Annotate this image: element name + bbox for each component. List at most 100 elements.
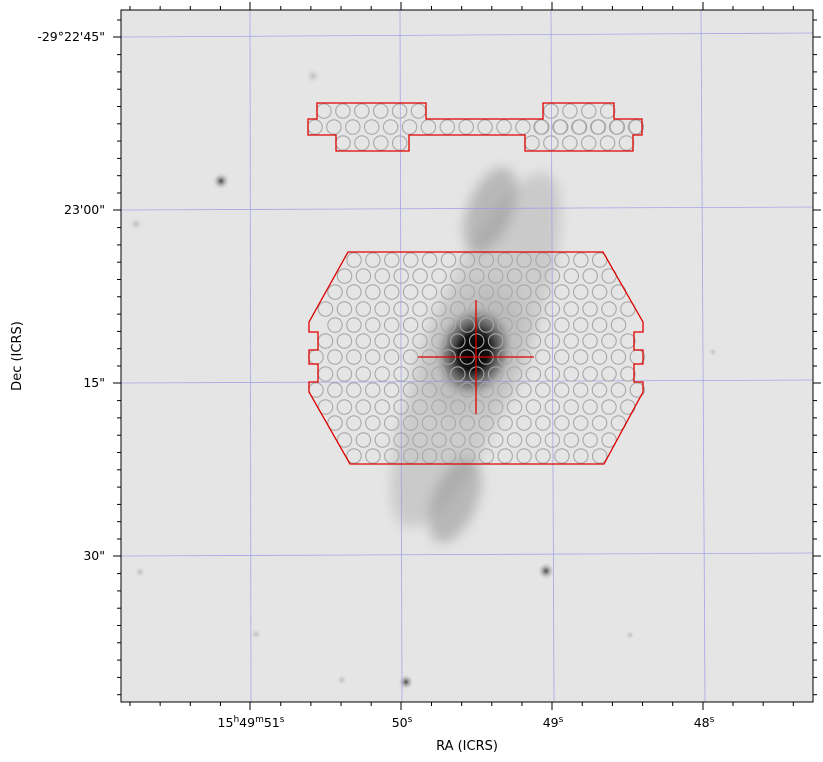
fiber-circle [544, 333, 561, 349]
x-tick-label: 48s [694, 715, 715, 730]
fiber-circle [563, 366, 579, 382]
fiber-circle [572, 415, 589, 431]
fiber-circle [573, 448, 589, 464]
fiber-circle [421, 317, 438, 333]
fiber-circle [335, 103, 351, 119]
fiber-circle [421, 252, 438, 268]
y-tick-label: 23'00" [64, 202, 105, 217]
fiber-circle [468, 333, 485, 349]
fiber-circle [383, 349, 400, 365]
fiber-circle [478, 317, 494, 333]
star [336, 674, 348, 686]
fiber-circle [525, 301, 542, 317]
fiber-circle [571, 119, 587, 135]
star [134, 566, 146, 578]
fiber-circle [535, 415, 551, 431]
fiber-circle [552, 119, 568, 135]
fiber-circle [421, 448, 438, 464]
fiber-circle [355, 333, 372, 349]
fiber-circle [543, 103, 559, 119]
fiber-circle [478, 252, 495, 268]
fiber-circle [525, 399, 542, 415]
fiber-circle [599, 135, 616, 151]
fiber-circle [572, 284, 589, 300]
fiber-circle [374, 301, 390, 317]
fiber-circle [412, 366, 428, 382]
fiber-circle [393, 268, 409, 284]
fiber-circle [450, 268, 466, 284]
sky-fiber-footprint [307, 102, 643, 152]
fiber-circle [589, 119, 606, 135]
fiber-circle [562, 103, 578, 119]
fiber-circle [402, 317, 419, 333]
fiber-circle [478, 284, 494, 300]
fiber-circle [327, 349, 343, 365]
star [305, 68, 321, 84]
fiber-circle [554, 415, 570, 431]
fiber-circle [364, 382, 381, 398]
fiber-circle [450, 333, 466, 349]
fiber-circle [506, 366, 523, 382]
fiber-circle [563, 333, 579, 349]
fiber-circle [421, 382, 438, 398]
star [212, 172, 230, 190]
fiber-circle [421, 284, 438, 300]
fiber-circle [346, 284, 362, 300]
fiber-circle [402, 284, 419, 300]
fiber-circle [355, 301, 372, 317]
fiber-circle [535, 448, 551, 464]
fiber-circle [412, 268, 428, 284]
fiber-circle [393, 399, 409, 415]
fiber-circle [497, 448, 513, 464]
fiber-circle [468, 366, 485, 382]
fiber-circle [336, 366, 353, 382]
fiber-circle [374, 432, 391, 448]
fiber-circle [610, 349, 627, 365]
star [708, 347, 718, 357]
fiber-circle [468, 399, 485, 415]
fiber-circle [582, 333, 598, 349]
fiber-circle [459, 317, 476, 333]
fiber-circle [487, 268, 504, 284]
fiber-circle [554, 252, 570, 268]
fiber-circle [336, 301, 353, 317]
fiber-circle [601, 333, 617, 349]
fiber-circle [525, 268, 542, 284]
fiber-circle [620, 333, 636, 349]
fiber-circle [535, 382, 551, 398]
fiber-circle [393, 301, 409, 317]
y-tick-label: 15" [83, 375, 105, 390]
fiber-circle [355, 268, 372, 284]
fiber-circle [601, 366, 617, 382]
fiber-circle [573, 252, 589, 268]
fiber-circle [554, 448, 570, 464]
fiber-circle [355, 366, 372, 382]
fiber-circle [591, 415, 608, 431]
star [398, 674, 414, 690]
fiber-circle [608, 119, 625, 135]
fiber-circle [327, 317, 343, 333]
fiber-circle [468, 301, 485, 317]
fiber-circle [582, 301, 598, 317]
axis-ticks [113, 2, 821, 710]
fiber-circle [440, 448, 457, 464]
fiber-circle [544, 399, 561, 415]
fiber-circle [450, 432, 466, 448]
fiber-circle [402, 448, 419, 464]
fiber-circle [374, 366, 390, 382]
y-axis-label: Dec (ICRS) [10, 321, 25, 391]
fiber-circle [412, 333, 428, 349]
fiber-circle [487, 366, 504, 382]
fiber-circle [459, 284, 476, 300]
fiber-circle [535, 252, 551, 268]
fiber-circle [336, 268, 353, 284]
fiber-circle [336, 333, 353, 349]
fiber-circle [591, 317, 608, 333]
fiber-circle [525, 333, 542, 349]
star [129, 217, 143, 231]
fiber-circle [487, 333, 504, 349]
fiber-circle [497, 382, 513, 398]
fiber-circle [516, 448, 532, 464]
fiber-circle [497, 317, 513, 333]
